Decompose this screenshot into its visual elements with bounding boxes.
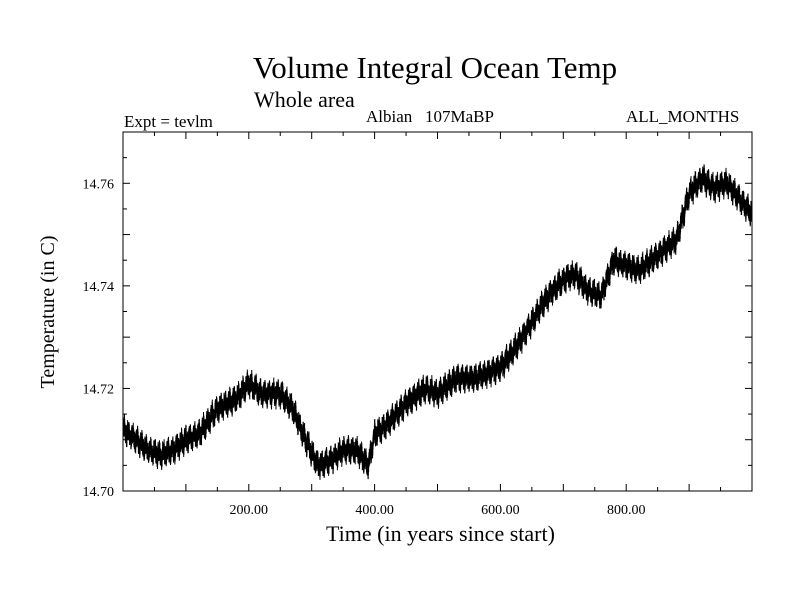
x-tick-label: 200.00 [230, 503, 269, 518]
chart-title: Volume Integral Ocean Temp [252, 50, 618, 85]
series-line [122, 164, 753, 480]
x-tick-label: 400.00 [355, 503, 394, 518]
period-label: Albian 107MaBP [366, 107, 494, 126]
x-tick-label: 600.00 [481, 503, 520, 518]
months-label: ALL_MONTHS [626, 107, 740, 126]
axis-ticks [123, 132, 752, 491]
plot-frame [122, 131, 753, 492]
y-tick-label: 14.70 [83, 485, 115, 500]
y-tick-label: 14.76 [83, 177, 115, 192]
experiment-label: Expt = tevlm [124, 112, 213, 131]
y-tick-label: 14.72 [83, 382, 115, 397]
y-tick-label: 14.74 [83, 280, 115, 295]
series-group [122, 164, 753, 480]
chart-subtitle: Whole area [254, 87, 355, 112]
tick-labels: 200.00 400.00 600.00 800.00 14.70 14.72 14.74 1… [83, 177, 646, 518]
x-tick-label: 800.00 [607, 503, 646, 518]
x-axis-label: Time (in years since start) [326, 521, 555, 546]
